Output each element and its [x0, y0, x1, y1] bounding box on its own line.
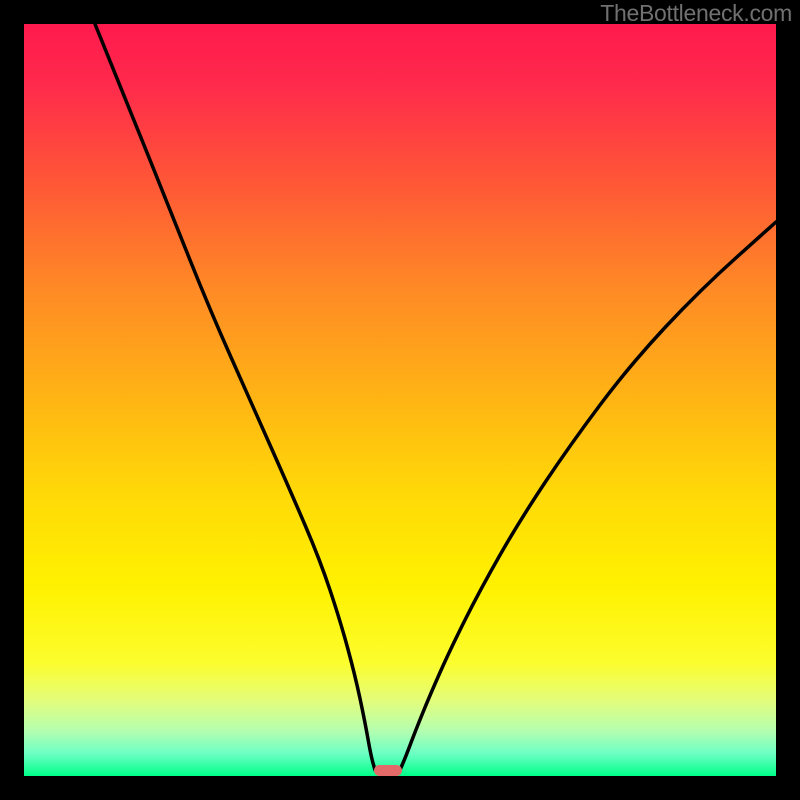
optimal-marker [374, 765, 402, 776]
watermark-text: TheBottleneck.com [600, 0, 792, 27]
plot-background [24, 24, 776, 776]
chart-frame: TheBottleneck.com [0, 0, 800, 800]
chart-svg [0, 0, 800, 800]
